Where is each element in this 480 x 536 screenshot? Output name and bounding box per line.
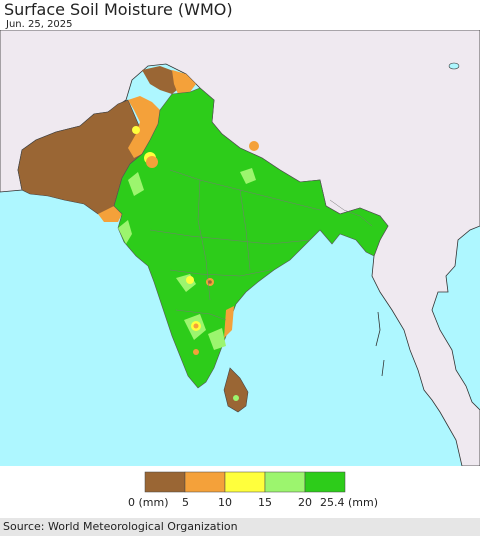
patch-lightgreen-5	[208, 328, 226, 350]
legend-bin-10-15	[224, 471, 266, 493]
soil-moisture-map	[0, 30, 480, 466]
patch-lightgreen-1	[118, 220, 132, 244]
legend: 0 (mm) 5 10 15 20 25.4 (mm)	[0, 470, 480, 512]
pakistan-fringe	[128, 96, 160, 158]
legend-bin-15-20	[264, 471, 306, 493]
kashmir-dry	[142, 66, 182, 94]
source-text: Source: World Meteorological Organizatio…	[3, 520, 238, 533]
source-bar: Source: World Meteorological Organizatio…	[0, 518, 480, 536]
legend-tick-10: 10	[218, 496, 232, 509]
legend-bin-5-10	[184, 471, 226, 493]
legend-tick-20: 20	[298, 496, 312, 509]
sri-lanka	[223, 367, 249, 413]
spot-dry-1	[208, 280, 212, 284]
sri-lanka-green	[233, 395, 239, 401]
legend-tick-0: 0 (mm)	[128, 496, 169, 509]
legend-tick-15: 15	[258, 496, 272, 509]
legend-tick-25: 25.4 (mm)	[320, 496, 379, 509]
andaman-islands	[375, 311, 385, 377]
india-main-green	[113, 87, 389, 389]
spot-orange-2	[193, 323, 199, 329]
spot-yellow-1	[186, 276, 194, 284]
island-1	[448, 62, 460, 70]
legend-bin-20-25	[304, 471, 346, 493]
patch-lightgreen-6	[128, 172, 144, 196]
spot-yellow-4	[132, 126, 140, 134]
sindh-coast-orange	[98, 206, 122, 222]
patch-lightgreen-2	[240, 168, 256, 184]
spot-orange-3	[193, 349, 199, 355]
map-date: Jun. 25, 2025	[6, 19, 73, 30]
spot-orange-4	[146, 156, 158, 168]
east-coast-orange	[224, 306, 234, 338]
legend-tick-5: 5	[182, 496, 189, 509]
map-title: Surface Soil Moisture (WMO)	[4, 0, 233, 19]
spot-orange-5	[249, 141, 259, 151]
legend-bar	[144, 471, 346, 493]
kashmir-orange	[172, 70, 196, 94]
state-boundaries	[149, 169, 373, 321]
legend-bin-0-5	[144, 471, 186, 493]
